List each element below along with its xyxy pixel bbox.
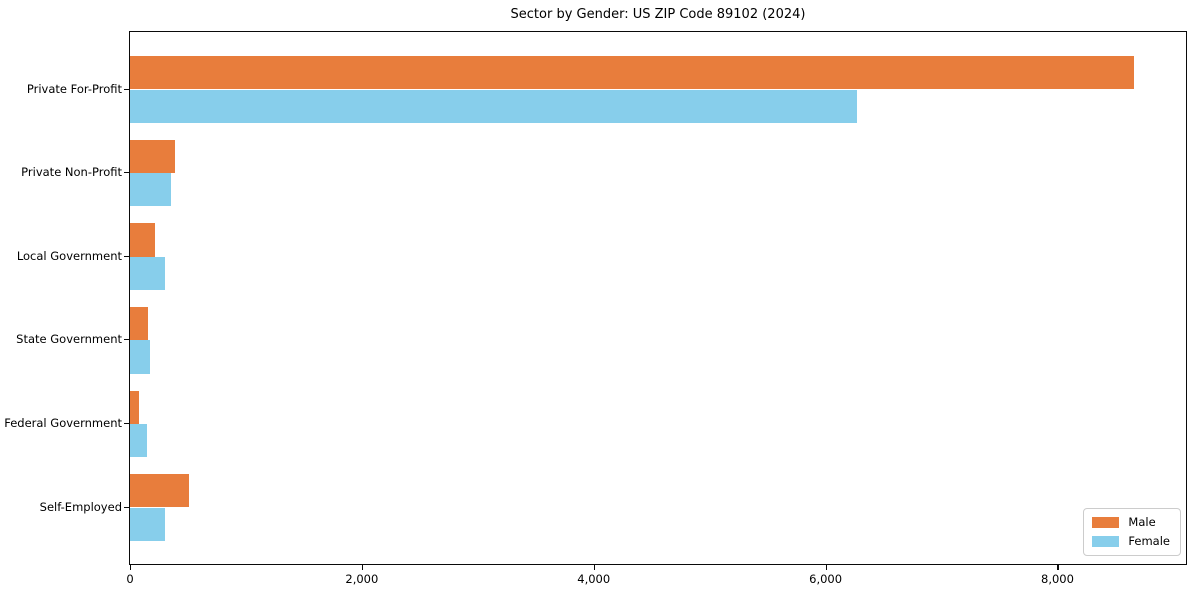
legend-label-male: Male [1128, 515, 1156, 529]
bar-male-private-non-profit [130, 139, 176, 174]
y-tick-mark-local-government [124, 255, 129, 257]
y-tick-label-federal-government: Federal Government [4, 415, 122, 430]
bar-female-federal-government [130, 423, 147, 458]
bar-female-self-employed [130, 507, 165, 541]
x-tick-label-8000: 8,000 [1041, 572, 1074, 586]
legend: Male Female [1083, 508, 1181, 556]
y-tick-label-state-government: State Government [16, 332, 122, 347]
bar-male-state-government [130, 306, 148, 341]
y-tick-label-private-for-profit: Private For-Profit [26, 81, 122, 96]
x-tick-label-0: 0 [126, 572, 134, 586]
legend-label-female: Female [1128, 534, 1170, 548]
y-tick-label-local-government: Local Government [16, 248, 122, 263]
x-tick-label-6000: 6,000 [809, 572, 843, 586]
x-tick-mark-8000 [1057, 565, 1059, 570]
y-tick-mark-private-non-profit [124, 172, 129, 174]
y-tick-mark-state-government [124, 339, 129, 341]
legend-swatch-female [1092, 536, 1120, 547]
bar-female-state-government [130, 340, 150, 374]
legend-item-male: Male [1092, 516, 1170, 529]
x-tick-mark-2000 [361, 565, 364, 570]
y-tick-label-private-non-profit: Private Non-Profit [21, 165, 122, 180]
bar-female-private-non-profit [130, 173, 172, 207]
x-tick-mark-6000 [825, 565, 827, 570]
chart-title: Sector by Gender: US ZIP Code 89102 (202… [510, 7, 806, 22]
x-tick-label-2000: 2,000 [345, 572, 379, 586]
bar-female-local-government [130, 256, 166, 291]
y-tick-label-self-employed: Self-Employed [39, 499, 122, 514]
bar-male-federal-government [130, 390, 139, 424]
y-tick-mark-federal-government [124, 422, 129, 425]
x-tick-mark-4000 [593, 565, 595, 570]
legend-item-female: Female [1092, 535, 1170, 548]
y-tick-mark-private-for-profit [124, 88, 129, 90]
y-tick-mark-self-employed [124, 506, 129, 508]
bar-male-local-government [130, 223, 155, 257]
bar-male-private-for-profit [130, 56, 1134, 90]
x-tick-mark-0 [130, 565, 132, 570]
bar-male-self-employed [130, 474, 190, 508]
bar-female-private-for-profit [130, 89, 857, 123]
plot-area: Male Female [129, 31, 1187, 565]
legend-swatch-male [1092, 517, 1120, 528]
x-tick-label-4000: 4,000 [577, 572, 611, 586]
y-axis-labels: Private For-Profit Private Non-Profit Loca… [0, 31, 122, 565]
